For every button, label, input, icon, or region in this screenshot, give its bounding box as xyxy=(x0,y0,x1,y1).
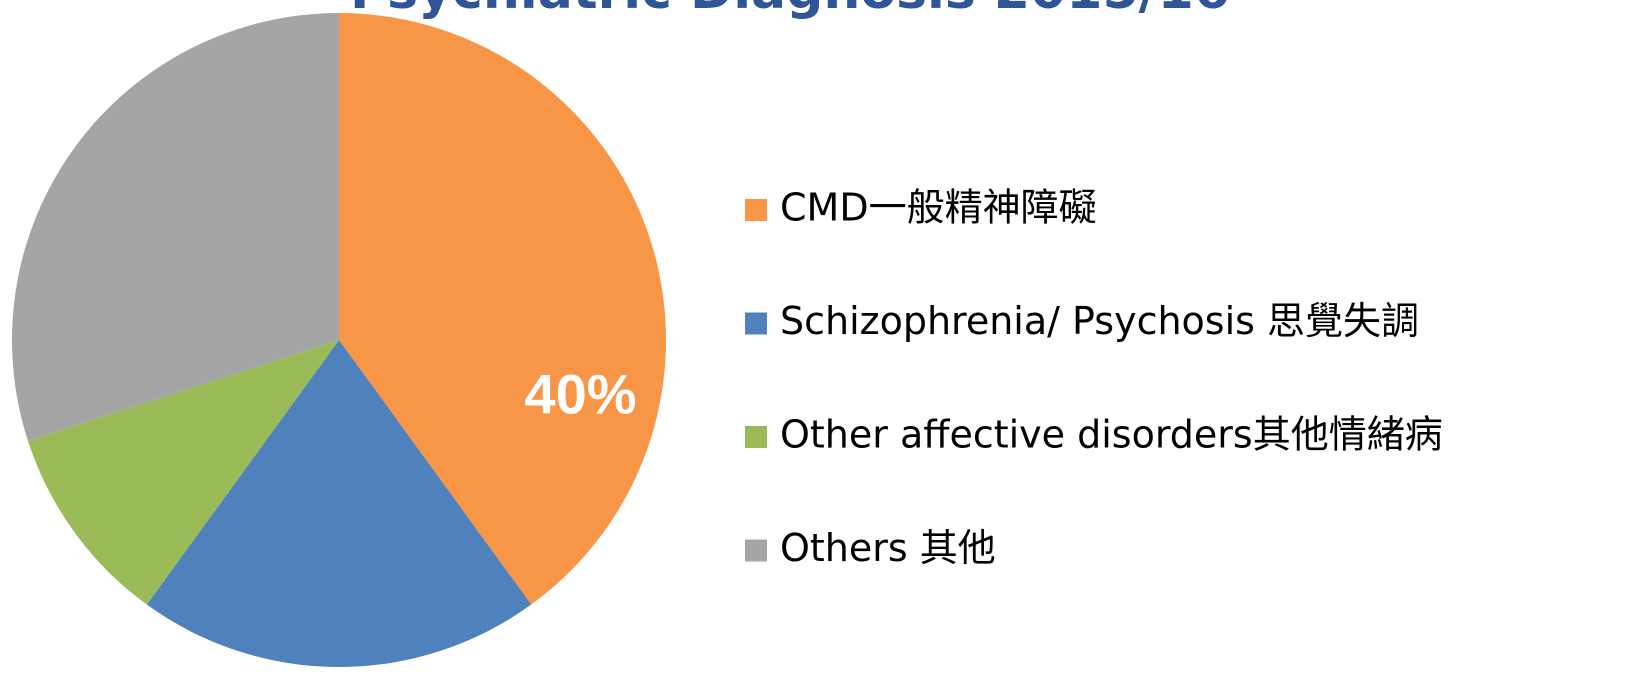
legend-label: Schizophrenia/ Psychosis 思覺失調 xyxy=(780,299,1419,343)
legend-swatch xyxy=(745,539,767,562)
pie-slice xyxy=(11,13,340,442)
data-label: 40% xyxy=(524,363,636,426)
pie-slice xyxy=(339,13,667,605)
legend-swatch xyxy=(745,312,767,335)
legend-swatch xyxy=(745,199,767,221)
pie-slice xyxy=(28,340,340,605)
legend-swatch xyxy=(745,426,767,448)
legend-label: Others 其他 xyxy=(780,526,996,570)
legend-label: Other affective disorders其他情緒病 xyxy=(780,413,1443,457)
legend-label: CMD一般精神障礙 xyxy=(780,186,1097,230)
chart-title: Psychiatric Diagnosis 2015/16 xyxy=(350,0,1230,21)
pie-slice xyxy=(146,340,532,668)
